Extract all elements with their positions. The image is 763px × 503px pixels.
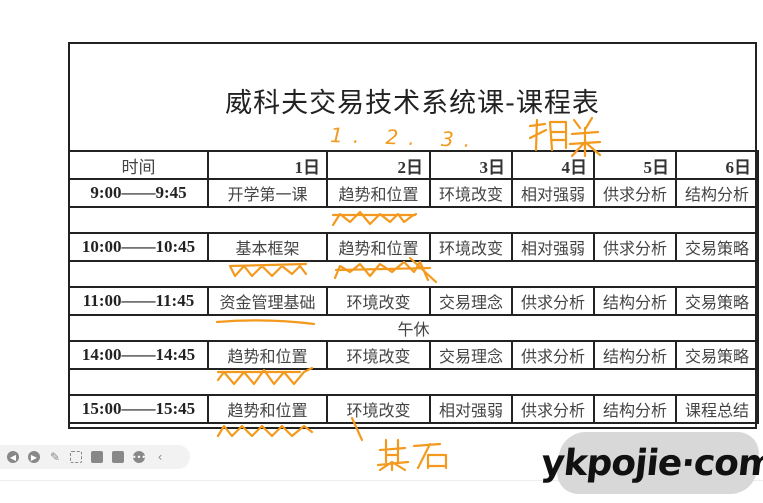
course-cell: 环境改变 [429, 178, 513, 208]
table-row: 9:00——9:45 开学第一课 趋势和位置 环境改变 相对强弱 供求分析 结构分析 [68, 178, 759, 208]
table-row: 10:00——10:45 基本框架 趋势和位置 环境改变 相对强弱 供求分析 交易策略 [68, 232, 759, 262]
blank-row [68, 368, 759, 396]
course-cell: 趋势和位置 [207, 394, 328, 424]
course-cell: 相对强弱 [429, 394, 513, 424]
course-cell: 交易理念 [429, 286, 513, 316]
course-cell: 课程总结 [675, 394, 759, 424]
blank-cell [68, 260, 759, 288]
course-cell: 交易策略 [675, 232, 759, 262]
schedule-sheet: 威科夫交易技术系统课-课程表 时间 1日 2日 3日 4日 5日 6日 9:00——9:45 开… [68, 42, 759, 429]
pen-icon[interactable]: ✎ [49, 450, 61, 464]
header-day: 4日 [511, 150, 595, 180]
time-cell: 11:00——11:45 [68, 286, 209, 316]
header-day: 3日 [429, 150, 513, 180]
blank-cell [68, 206, 759, 234]
course-cell: 趋势和位置 [207, 340, 328, 370]
course-cell: 环境改变 [326, 394, 431, 424]
next-icon[interactable]: ▶ [28, 451, 40, 463]
course-cell: 结构分析 [593, 286, 677, 316]
table-row: 11:00——11:45 资金管理基础 环境改变 交易理念 供求分析 结构分析 交易策略 [68, 286, 759, 316]
course-cell: 交易策略 [675, 340, 759, 370]
lunch-break: 午休 [68, 314, 759, 342]
prev-icon[interactable]: ◀ [7, 451, 19, 463]
course-cell: 供求分析 [511, 286, 595, 316]
watermark-logo: ykpojie·com [539, 432, 763, 494]
time-cell: 9:00——9:45 [68, 178, 209, 208]
annotation-toolbar: ◀ ▶ ✎ ••• ‹ [0, 445, 190, 469]
collapse-icon[interactable]: ‹ [157, 450, 163, 464]
course-cell: 相对强弱 [511, 232, 595, 262]
time-cell: 15:00——15:45 [68, 394, 209, 424]
course-cell: 相对强弱 [511, 178, 595, 208]
blank-cell [68, 368, 759, 396]
time-cell: 14:00——14:45 [68, 340, 209, 370]
blank-row [68, 206, 759, 234]
course-cell: 结构分析 [593, 340, 677, 370]
course-cell: 资金管理基础 [207, 286, 328, 316]
course-cell: 供求分析 [511, 340, 595, 370]
course-cell: 开学第一课 [207, 178, 328, 208]
comment-icon[interactable] [112, 451, 124, 463]
course-cell: 供求分析 [593, 178, 677, 208]
camera-icon[interactable] [91, 451, 103, 463]
course-cell: 环境改变 [326, 286, 431, 316]
course-cell: 趋势和位置 [326, 178, 431, 208]
schedule-table: 时间 1日 2日 3日 4日 5日 6日 9:00——9:45 开学第一课 趋势和位置 环境改变 相对… [68, 150, 759, 424]
header-day: 2日 [326, 150, 431, 180]
header-row: 时间 1日 2日 3日 4日 5日 6日 [68, 150, 759, 180]
header-time: 时间 [68, 150, 209, 180]
course-cell: 结构分析 [593, 394, 677, 424]
course-cell: 供求分析 [511, 394, 595, 424]
table-row: 14:00——14:45 趋势和位置 环境改变 交易理念 供求分析 结构分析 交易策略 [68, 340, 759, 370]
course-cell: 交易理念 [429, 340, 513, 370]
time-cell: 10:00——10:45 [68, 232, 209, 262]
schedule-title: 威科夫交易技术系统课-课程表 [225, 87, 600, 119]
course-cell: 交易策略 [675, 286, 759, 316]
table-row: 15:00——15:45 趋势和位置 环境改变 相对强弱 供求分析 结构分析 课程总结 [68, 394, 759, 424]
course-cell: 环境改变 [326, 340, 431, 370]
lunch-row: 午休 [68, 314, 759, 342]
header-day: 1日 [207, 150, 328, 180]
course-cell: 趋势和位置 [326, 232, 431, 262]
course-cell: 基本框架 [207, 232, 328, 262]
header-day: 6日 [675, 150, 759, 180]
more-icon[interactable]: ••• [131, 451, 147, 463]
blank-row [68, 260, 759, 288]
course-cell: 结构分析 [675, 178, 759, 208]
course-cell: 环境改变 [429, 232, 513, 262]
screenshot-icon[interactable] [70, 451, 82, 463]
divider [0, 480, 763, 481]
header-day: 5日 [593, 150, 677, 180]
course-cell: 供求分析 [593, 232, 677, 262]
annotation-foundation [376, 438, 448, 472]
